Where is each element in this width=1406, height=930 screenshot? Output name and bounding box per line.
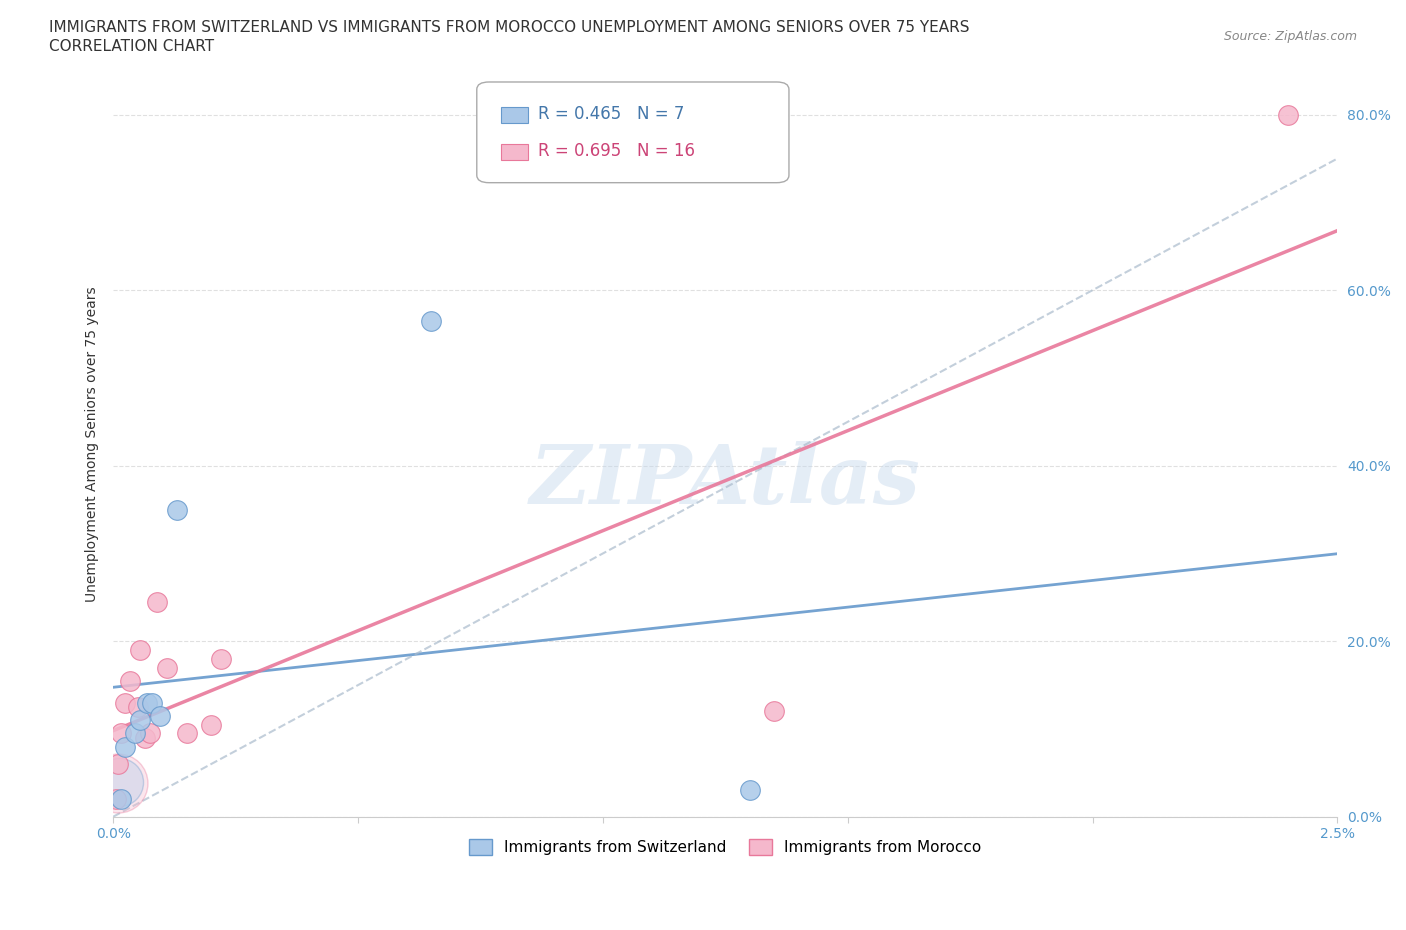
Point bbox=[136, 696, 159, 711]
Point bbox=[120, 673, 142, 688]
Point bbox=[738, 783, 761, 798]
Text: R = 0.465   N = 7: R = 0.465 N = 7 bbox=[538, 105, 685, 123]
Point bbox=[110, 726, 132, 741]
Point bbox=[200, 717, 222, 732]
Point bbox=[104, 791, 127, 806]
Point bbox=[146, 594, 169, 609]
Point bbox=[114, 696, 136, 711]
Text: R = 0.695   N = 16: R = 0.695 N = 16 bbox=[538, 142, 695, 160]
Point bbox=[129, 643, 152, 658]
Point bbox=[108, 774, 131, 789]
Point bbox=[149, 709, 172, 724]
Point bbox=[166, 502, 188, 517]
Point bbox=[129, 712, 152, 727]
Point bbox=[141, 696, 163, 711]
Point bbox=[156, 660, 179, 675]
Point bbox=[176, 726, 198, 741]
Point bbox=[763, 704, 786, 719]
FancyBboxPatch shape bbox=[477, 82, 789, 182]
FancyBboxPatch shape bbox=[502, 144, 529, 160]
Point bbox=[420, 313, 443, 328]
FancyBboxPatch shape bbox=[502, 107, 529, 123]
Point bbox=[134, 730, 156, 745]
Text: ZIPAtlas: ZIPAtlas bbox=[530, 441, 921, 521]
Point bbox=[209, 651, 232, 666]
Y-axis label: Unemployment Among Seniors over 75 years: Unemployment Among Seniors over 75 years bbox=[86, 286, 100, 602]
Point bbox=[139, 726, 162, 741]
Text: IMMIGRANTS FROM SWITZERLAND VS IMMIGRANTS FROM MOROCCO UNEMPLOYMENT AMONG SENIOR: IMMIGRANTS FROM SWITZERLAND VS IMMIGRANT… bbox=[49, 20, 970, 35]
Point bbox=[107, 776, 129, 790]
Text: Source: ZipAtlas.com: Source: ZipAtlas.com bbox=[1223, 30, 1357, 43]
Point bbox=[124, 726, 146, 741]
Point bbox=[110, 791, 132, 806]
Point bbox=[107, 757, 129, 772]
Point bbox=[127, 699, 149, 714]
Text: CORRELATION CHART: CORRELATION CHART bbox=[49, 39, 214, 54]
Point bbox=[114, 739, 136, 754]
Legend: Immigrants from Switzerland, Immigrants from Morocco: Immigrants from Switzerland, Immigrants … bbox=[463, 833, 988, 861]
Point bbox=[1277, 107, 1299, 122]
